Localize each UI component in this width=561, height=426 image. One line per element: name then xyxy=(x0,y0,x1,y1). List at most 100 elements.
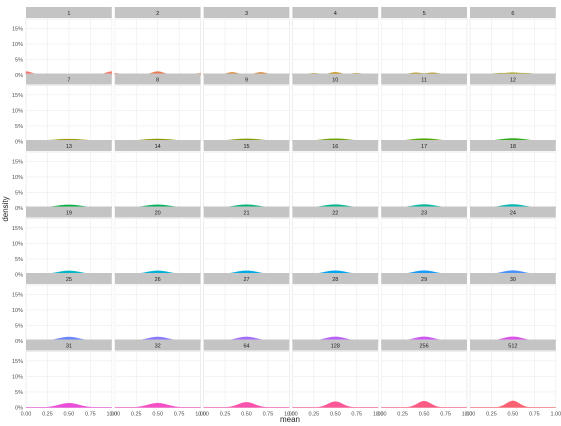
facet-panel: 26 xyxy=(114,273,201,342)
facet-strip xyxy=(292,7,379,18)
y-tick-label: 0% xyxy=(15,339,23,345)
density-area xyxy=(470,400,556,408)
x-tick-label: 0.25 xyxy=(131,412,142,418)
y-tick-label: 0% xyxy=(15,273,23,279)
x-tick-label: 0.00 xyxy=(21,412,32,418)
x-tick-label: 1.00 xyxy=(284,412,295,418)
facet-strip xyxy=(203,7,290,18)
facet-strip-label: 17 xyxy=(421,144,427,150)
x-tick-label: 0.50 xyxy=(241,412,252,418)
y-tick-label: 15% xyxy=(12,359,23,365)
facet-strip xyxy=(26,339,112,351)
facet-panel: 28 xyxy=(292,273,379,342)
facet-panel: 5 xyxy=(380,7,468,76)
x-tick-label: 0.00 xyxy=(287,412,298,418)
density-area xyxy=(26,403,112,408)
facet-panel: 512 0.00 0.25 0.50 0.75 1.00 xyxy=(465,339,561,418)
y-tick-label: 5% xyxy=(15,390,23,396)
x-tick-label: 0.25 xyxy=(486,412,497,418)
facet-strip xyxy=(292,273,379,284)
x-tick-label: 0.50 xyxy=(419,412,430,418)
facet-strip-label: 27 xyxy=(243,277,249,283)
facet-panel: 21 xyxy=(203,206,290,275)
y-tick-label: 10% xyxy=(12,374,23,380)
facet-strip xyxy=(203,73,290,85)
facet-strip-label: 9 xyxy=(245,78,248,84)
facet-strip xyxy=(203,140,290,151)
x-tick-label: 1.00 xyxy=(550,412,561,418)
facet-strip xyxy=(470,140,556,151)
facet-strip xyxy=(26,206,112,218)
y-tick-label: 15% xyxy=(12,93,23,99)
y-tick-label: 5% xyxy=(15,57,23,63)
x-tick-label: 0.75 xyxy=(351,412,362,418)
facet-strip-label: 30 xyxy=(510,277,516,283)
facet-strip-label: 128 xyxy=(331,344,340,350)
facet-strip-label: 4 xyxy=(334,11,337,17)
facet-strip xyxy=(203,339,290,351)
facet-strip xyxy=(114,339,201,351)
facet-strip-label: 2 xyxy=(156,11,159,17)
facet-strip xyxy=(381,140,467,151)
facet-panel: 128 0.00 0.25 0.50 0.75 1.00 xyxy=(287,339,384,418)
y-tick-label: 0% xyxy=(15,73,23,79)
y-tick-label: 10% xyxy=(12,108,23,114)
facet-panel: 18 xyxy=(469,140,557,209)
facet-panel: 24 xyxy=(469,206,557,275)
facet-strip-label: 14 xyxy=(155,144,161,150)
facet-strip-label: 21 xyxy=(243,211,249,217)
facet-strip-label: 23 xyxy=(421,211,427,217)
facet-panels: 10%5%10%15%2 3 4 5 670%5%10%15%8 9 10 11 12130%5… xyxy=(12,7,561,418)
y-tick-label: 10% xyxy=(12,42,23,48)
facet-strip-label: 16 xyxy=(332,144,338,150)
facet-strip-label: 13 xyxy=(66,144,72,150)
y-axis-label: density xyxy=(1,196,10,221)
facet-panel: 27 xyxy=(203,273,290,342)
x-tick-label: 0.00 xyxy=(198,412,209,418)
y-tick-label: 0% xyxy=(15,140,23,146)
facet-strip xyxy=(470,7,556,18)
facet-strip xyxy=(26,7,112,18)
facet-panel: 15 xyxy=(203,140,290,209)
facet-strip-label: 25 xyxy=(66,277,72,283)
x-tick-label: 0.00 xyxy=(376,412,387,418)
facet-strip xyxy=(26,273,112,284)
y-tick-label: 0% xyxy=(15,206,23,212)
x-tick-label: 1.00 xyxy=(373,412,384,418)
facet-panel: 9 xyxy=(203,73,290,142)
facet-strip-label: 8 xyxy=(156,78,159,84)
x-tick-label: 0.00 xyxy=(465,412,476,418)
facet-strip xyxy=(381,206,467,218)
facet-panel: 16 xyxy=(292,140,379,209)
facet-strip xyxy=(470,206,556,218)
facet-panel: 22 xyxy=(292,206,379,275)
facet-panel: 32 0.00 0.25 0.50 0.75 1.00 xyxy=(109,339,206,418)
facet-strip xyxy=(26,73,112,85)
facet-strip-label: 32 xyxy=(155,344,161,350)
y-tick-label: 15% xyxy=(12,159,23,165)
x-tick-label: 0.75 xyxy=(85,412,96,418)
facet-strip-label: 12 xyxy=(510,78,516,84)
facet-strip xyxy=(381,273,467,284)
facet-panel: 29 xyxy=(380,273,468,342)
x-tick-label: 0.50 xyxy=(64,412,75,418)
facet-strip xyxy=(114,140,201,151)
facet-panel: 12 xyxy=(469,73,557,142)
facet-panel: 10%5%10%15% xyxy=(12,7,113,79)
y-tick-label: 15% xyxy=(12,226,23,232)
x-tick-label: 0.75 xyxy=(529,412,540,418)
density-area xyxy=(203,402,290,408)
x-tick-label: 0.25 xyxy=(220,412,231,418)
facet-strip-label: 10 xyxy=(332,78,338,84)
facet-panel: 8 xyxy=(114,73,201,142)
x-tick-label: 0.75 xyxy=(263,412,274,418)
y-tick-label: 10% xyxy=(12,175,23,181)
facet-panel: 256 0.00 0.25 0.50 0.75 1.00 xyxy=(376,339,472,418)
x-tick-label: 0.25 xyxy=(397,412,408,418)
facet-strip xyxy=(381,7,467,18)
facet-strip xyxy=(203,206,290,218)
x-tick-label: 1.00 xyxy=(195,412,206,418)
y-tick-label: 15% xyxy=(12,26,23,32)
facet-strip xyxy=(292,339,379,351)
